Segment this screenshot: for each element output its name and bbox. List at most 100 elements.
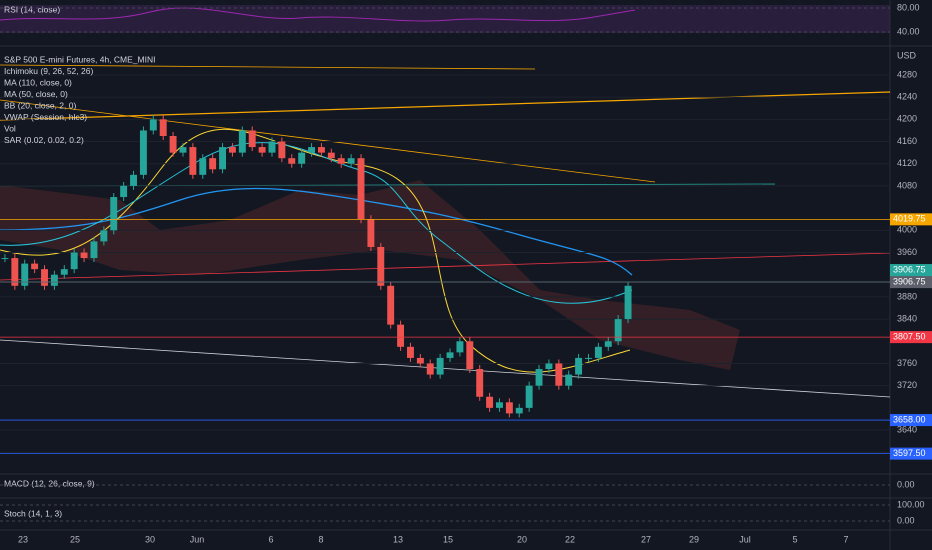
candle xyxy=(525,385,533,408)
candle xyxy=(298,152,306,164)
candle xyxy=(139,130,147,175)
candle xyxy=(347,158,355,164)
indicator-label: BB (20, close, 2, 0) xyxy=(4,100,76,110)
candle xyxy=(505,402,513,414)
x-tick-label: 25 xyxy=(70,534,80,544)
x-tick-label: 7 xyxy=(843,534,848,544)
x-tick-label: 20 xyxy=(517,534,527,544)
candle xyxy=(426,363,434,375)
candle xyxy=(228,147,236,153)
tick-label: 100.00 xyxy=(897,499,925,509)
candle xyxy=(199,158,207,175)
candle xyxy=(120,185,128,198)
candle xyxy=(594,346,602,358)
candle xyxy=(288,158,296,164)
candle xyxy=(575,357,583,375)
candle xyxy=(436,357,444,375)
candle xyxy=(278,141,286,159)
candle xyxy=(169,135,177,153)
candle xyxy=(357,158,365,220)
candle xyxy=(397,324,405,347)
y-tick-label: 3720 xyxy=(897,380,917,390)
price-tag-label: 3807.50 xyxy=(893,331,926,341)
candle xyxy=(21,263,29,286)
indicator-label: MA (50, close, 0) xyxy=(4,89,68,99)
candle xyxy=(31,263,39,270)
y-tick-label: 3640 xyxy=(897,424,917,434)
candle xyxy=(308,147,316,153)
price-tag-label: 3906.75 xyxy=(893,264,926,274)
candle xyxy=(189,147,197,175)
x-tick-label: 8 xyxy=(318,534,323,544)
indicator-label: Vol xyxy=(4,123,16,133)
x-tick-label: 15 xyxy=(443,534,453,544)
candle xyxy=(565,374,573,386)
candle xyxy=(60,269,68,275)
y-tick-label: 3760 xyxy=(897,358,917,368)
x-tick-label: 27 xyxy=(641,534,651,544)
indicator-label: MA (110, close, 0) xyxy=(4,77,72,87)
indicator-label: S&P 500 E-mini Futures, 4h, CME_MINI xyxy=(4,54,155,64)
price-tag-label: 3658.00 xyxy=(893,414,926,424)
price-tag-label: 4019.75 xyxy=(893,214,926,224)
candle xyxy=(70,252,78,270)
y-tick-label: 4200 xyxy=(897,114,917,124)
candle xyxy=(604,341,612,347)
candle xyxy=(110,197,118,231)
candle xyxy=(90,241,98,259)
candle xyxy=(377,246,385,286)
candle xyxy=(585,357,592,359)
candle xyxy=(179,147,187,153)
y-tick-label: 4280 xyxy=(897,69,917,79)
price-tag xyxy=(890,213,932,226)
y-tick-label: 4240 xyxy=(897,92,917,102)
candle xyxy=(80,252,88,259)
y-tick-label: 4120 xyxy=(897,158,917,168)
candle xyxy=(416,357,424,364)
tick-label: 0.00 xyxy=(897,479,915,489)
candle xyxy=(337,158,345,164)
price-tag xyxy=(890,276,932,289)
candle xyxy=(130,174,137,186)
candle xyxy=(486,396,494,408)
y-tick-label: 4080 xyxy=(897,180,917,190)
price-tag-label: 3906.75 xyxy=(893,276,926,286)
candle xyxy=(268,141,276,153)
indicator-label: Ichimoku (9, 26, 52, 26) xyxy=(4,66,93,76)
candle xyxy=(327,152,335,159)
rsi-label: RSI (14, close) xyxy=(4,4,60,14)
candle xyxy=(41,269,48,286)
candle xyxy=(456,341,464,353)
candle xyxy=(248,130,256,148)
currency-label: USD xyxy=(897,50,917,60)
indicator-label: VWAP (Session, hlc3) xyxy=(4,112,87,122)
candle xyxy=(406,346,414,358)
candle xyxy=(209,158,217,170)
candle xyxy=(387,285,395,325)
candle xyxy=(466,341,474,370)
tick-label: 80.00 xyxy=(897,2,920,12)
candle xyxy=(496,402,503,408)
candle xyxy=(149,119,157,131)
candle xyxy=(476,369,484,397)
candle xyxy=(446,352,454,358)
candle xyxy=(614,319,622,342)
x-tick-label: 6 xyxy=(268,534,273,544)
candle xyxy=(238,130,246,153)
indicator-label: SAR (0.02, 0.02, 0.2) xyxy=(4,135,84,145)
candle xyxy=(367,219,375,247)
candle xyxy=(545,363,553,370)
ma-110 xyxy=(0,187,633,276)
candle xyxy=(11,258,19,286)
x-tick-label: 30 xyxy=(145,534,155,544)
trend-line xyxy=(0,339,891,398)
price-tag xyxy=(890,447,932,460)
trend-line xyxy=(0,64,536,70)
stoch-label: Stoch (14, 1, 3) xyxy=(4,508,62,518)
y-tick-label: 3840 xyxy=(897,313,917,323)
candle xyxy=(515,407,523,414)
macd-label: MACD (12, 26, close, 9) xyxy=(4,478,95,488)
x-tick-label: Jul xyxy=(739,534,751,544)
